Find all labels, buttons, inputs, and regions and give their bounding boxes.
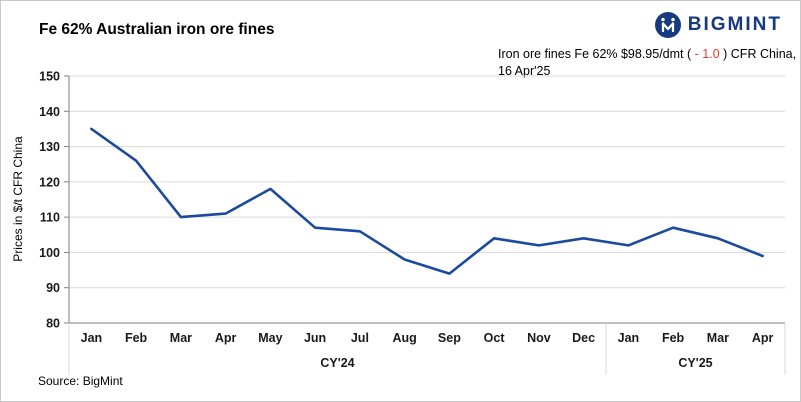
source-note: Source: BigMint: [38, 374, 123, 388]
x-tick-label: Aug: [392, 331, 416, 345]
x-tick-label: Dec: [572, 331, 595, 345]
price-change-negative: - 1.0: [691, 47, 724, 61]
price-annotation: Iron ore fines Fe 62% $98.95/dmt ( - 1.0…: [498, 46, 798, 80]
y-tick-label: 140: [39, 105, 60, 119]
group-label: CY'25: [678, 356, 712, 370]
y-tick-label: 120: [39, 175, 60, 189]
y-tick-label: 110: [40, 211, 60, 225]
brand-logo: BIGMINT: [654, 12, 782, 38]
brand-name: BIGMINT: [687, 14, 782, 35]
y-tick-label: 80: [46, 317, 60, 331]
bigmint-logo-icon: [654, 12, 681, 38]
chart-title: Fe 62% Australian iron ore fines: [39, 21, 275, 38]
x-tick-label: Nov: [527, 331, 551, 345]
x-tick-label: Sep: [438, 331, 461, 345]
group-label: CY'24: [320, 356, 354, 370]
annotation-prefix: Iron ore fines Fe 62% $98.95/dmt (: [498, 47, 692, 61]
x-tick-label: Oct: [484, 331, 506, 345]
y-tick-label: 150: [39, 70, 60, 84]
x-tick-label: Apr: [215, 331, 237, 345]
x-tick-label: Jun: [304, 331, 326, 345]
annotation-suffix: ) CFR China,: [723, 47, 797, 61]
x-tick-label: Apr: [752, 331, 774, 345]
x-tick-label: May: [258, 331, 282, 345]
annotation-date: 16 Apr'25: [498, 63, 551, 78]
x-tick-label: Feb: [125, 331, 148, 345]
x-tick-label: Jan: [81, 331, 103, 345]
x-tick-label: Jan: [618, 331, 640, 345]
x-tick-label: Mar: [170, 331, 192, 345]
x-tick-label: Mar: [707, 331, 729, 345]
price-series-line: [90, 127, 764, 275]
x-tick-label: Feb: [662, 331, 685, 345]
x-tick-label: Jul: [351, 331, 369, 345]
y-tick-label: 90: [46, 281, 60, 295]
y-tick-label: 100: [39, 246, 60, 260]
y-tick-label: 130: [39, 140, 60, 154]
